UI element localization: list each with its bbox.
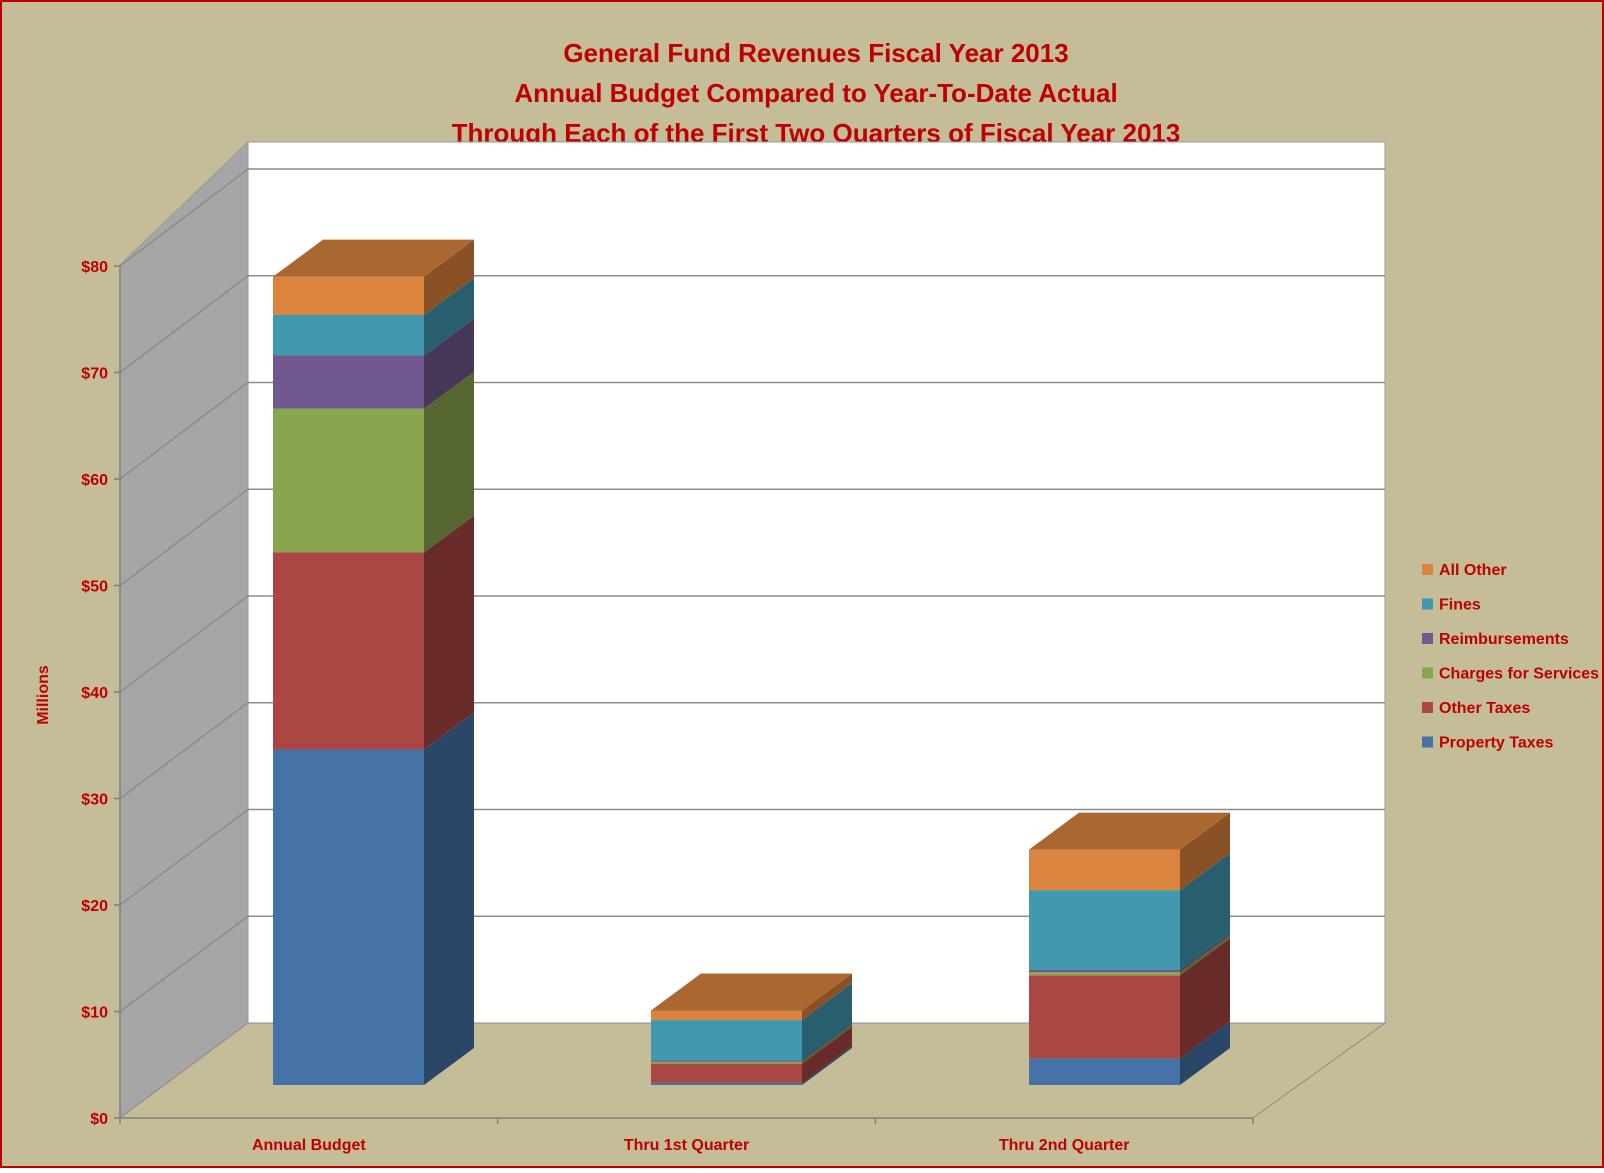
bar-segment-side xyxy=(802,1045,852,1085)
bar-segment-side xyxy=(424,515,474,750)
bar-segment-side xyxy=(802,1024,852,1064)
bar-top xyxy=(1029,812,1230,850)
legend-swatch xyxy=(1422,667,1433,679)
bar-segment-side xyxy=(1180,1021,1230,1085)
x-tick-label: Thru 2nd Quarter xyxy=(999,1137,1130,1154)
bar-segment-reimbursements xyxy=(1029,969,1180,973)
gridline-side xyxy=(119,915,249,1013)
x-tick-label: Thru 1st Quarter xyxy=(624,1137,749,1154)
bar-segment-side xyxy=(1180,812,1230,891)
y-axis-label: Millions xyxy=(35,665,52,725)
gridline-side xyxy=(119,702,249,800)
bar-top xyxy=(273,239,474,277)
bar-segment-side xyxy=(424,318,474,409)
legend-label: All Other xyxy=(1439,562,1507,579)
x-tick-label: Annual Budget xyxy=(252,1137,366,1154)
bar-segment-other-taxes xyxy=(273,552,424,750)
gridline-side xyxy=(119,168,249,267)
legend-label: Other Taxes xyxy=(1439,700,1530,717)
bar-segment-side xyxy=(424,278,474,356)
y-tick-label: $10 xyxy=(81,1005,108,1022)
bar-segment-property-taxes xyxy=(273,749,424,1085)
legend-label: Fines xyxy=(1439,597,1481,614)
gridline-side xyxy=(119,808,249,906)
gridline-side xyxy=(119,381,249,480)
side-wall xyxy=(119,140,249,1119)
y-tick-label: $20 xyxy=(81,898,108,915)
bar-segment-fines xyxy=(273,315,424,356)
bar-segment-property-taxes xyxy=(1029,1058,1180,1085)
bar-segment-all-other xyxy=(651,1010,802,1021)
bar-segment-reimbursements xyxy=(273,355,424,409)
bar-segment-reimbursements xyxy=(651,1060,802,1062)
y-tick-label: $80 xyxy=(81,259,108,276)
bar-segment-fines xyxy=(651,1020,802,1061)
bar-segment-other-taxes xyxy=(651,1063,802,1083)
bar-segment-charges-for-services xyxy=(273,408,424,553)
bar-segment-side xyxy=(1180,853,1230,970)
gridline-side xyxy=(119,595,249,693)
legend-label: Charges for Services xyxy=(1439,666,1599,683)
chart-title-line: General Fund Revenues Fiscal Year 2013 xyxy=(563,38,1068,68)
y-tick-label: $60 xyxy=(81,472,108,489)
bar-segment-side xyxy=(802,1026,852,1083)
bar-segment-all-other xyxy=(273,276,424,316)
bar-segment-side xyxy=(424,371,474,553)
bar-segment-side xyxy=(802,973,852,1021)
chart-title-line: Annual Budget Compared to Year-To-Date A… xyxy=(514,78,1117,108)
bar-segment-fines xyxy=(1029,890,1180,970)
legend-swatch xyxy=(1422,702,1433,713)
bar-segment-all-other xyxy=(1029,849,1180,891)
bar-segment-side xyxy=(424,239,474,316)
legend-label: Reimbursements xyxy=(1439,631,1569,648)
legend-swatch xyxy=(1422,633,1433,644)
legend-label: Property Taxes xyxy=(1439,735,1554,752)
bar-group xyxy=(651,973,852,1085)
bar-top xyxy=(651,973,852,1011)
bar-segment-charges-for-services xyxy=(1029,972,1180,976)
bar-segment-property-taxes xyxy=(651,1082,802,1085)
bar-group xyxy=(273,239,474,1085)
bar-segment-side xyxy=(802,983,852,1061)
bar-segment-side xyxy=(1180,938,1230,1059)
bar-group xyxy=(1029,812,1230,1085)
bar-segment-side xyxy=(1180,935,1230,976)
y-tick-label: $30 xyxy=(81,792,108,809)
gridline-side xyxy=(119,488,249,587)
bar-segment-side xyxy=(424,712,474,1085)
bar-segment-side xyxy=(802,1023,852,1062)
y-tick-label: $40 xyxy=(81,685,108,702)
y-tick-label: $50 xyxy=(81,579,108,596)
legend-swatch xyxy=(1422,736,1433,748)
bar-segment-other-taxes xyxy=(1029,975,1180,1059)
y-tick-label: $0 xyxy=(90,1111,108,1128)
gridline-side xyxy=(119,275,249,374)
legend-swatch xyxy=(1422,564,1433,575)
bar-segment-charges-for-services xyxy=(651,1061,802,1064)
y-tick-label: $70 xyxy=(81,366,108,383)
bar-segment-side xyxy=(1180,932,1230,973)
legend-swatch xyxy=(1422,598,1433,610)
